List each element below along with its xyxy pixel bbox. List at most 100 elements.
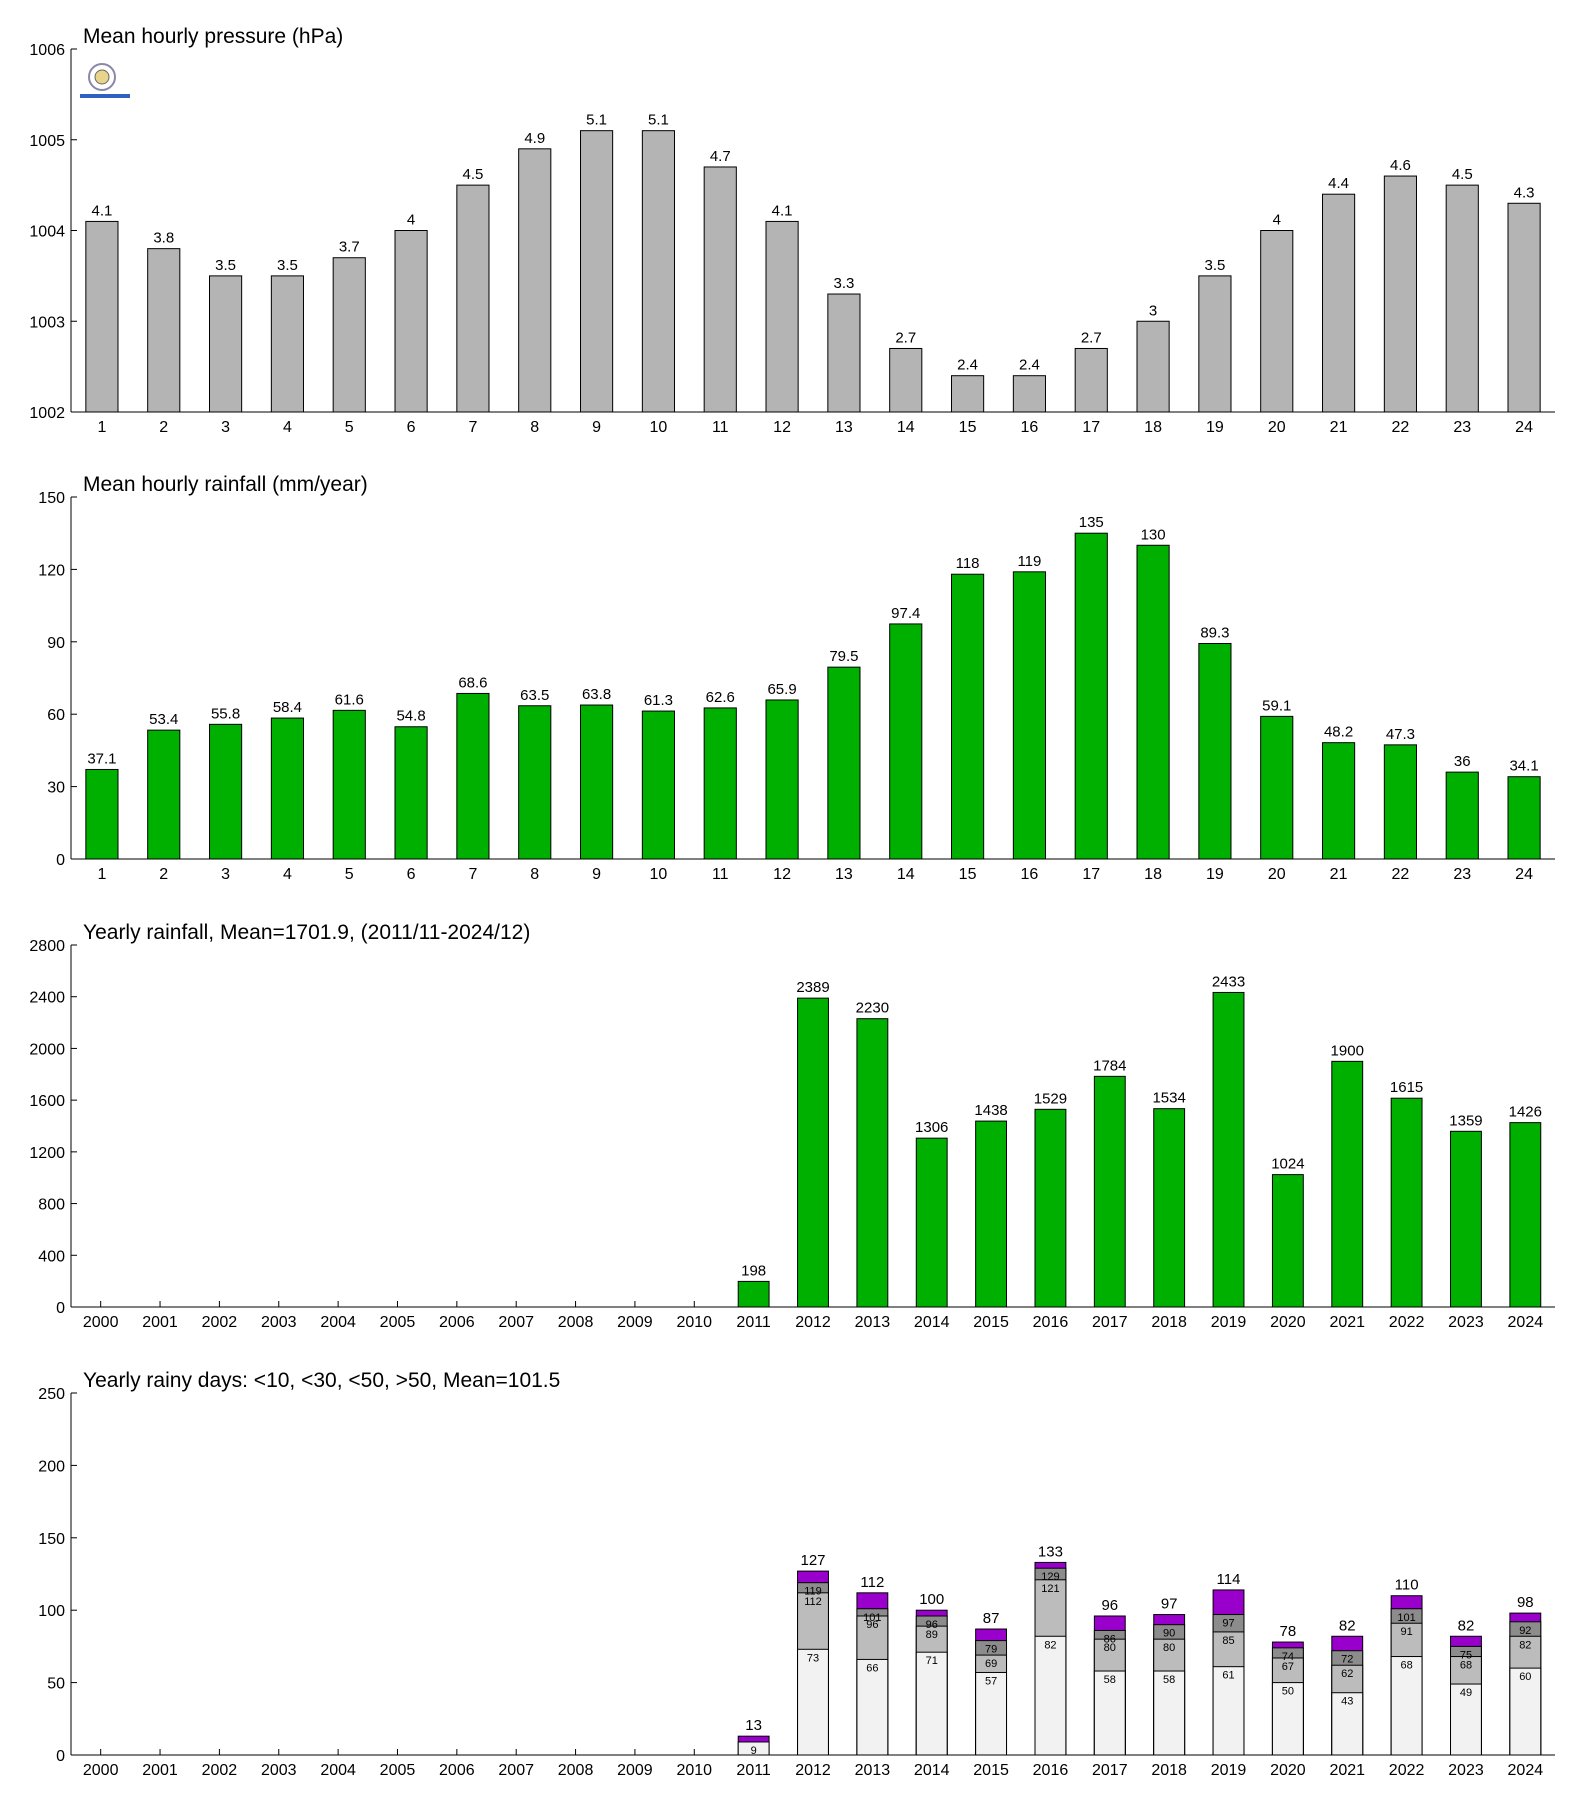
y-tick-label: 30	[47, 780, 65, 797]
bar	[1507, 202, 1541, 413]
value-label: 2.7	[895, 329, 916, 346]
x-tick-label: 20	[1268, 419, 1286, 436]
value-label: 101	[863, 1612, 881, 1624]
value-label: 37.1	[87, 750, 116, 767]
x-tick-label: 2023	[1448, 1762, 1484, 1779]
x-tick-label: 23	[1453, 419, 1471, 436]
bar	[1331, 1060, 1364, 1308]
x-tick-label: 4	[283, 419, 292, 436]
bar	[1445, 771, 1479, 860]
bar	[147, 729, 181, 860]
bar	[1322, 193, 1356, 413]
value-label: 79.5	[829, 648, 858, 665]
bar	[1153, 1670, 1186, 1756]
x-tick-label: 2005	[380, 1762, 416, 1779]
y-tick-label: 1005	[29, 133, 65, 150]
bar	[1383, 744, 1417, 860]
value-label: 3	[1149, 302, 1157, 319]
value-label: 1426	[1509, 1104, 1542, 1121]
value-label: 13	[745, 1717, 762, 1734]
value-label: 4.7	[710, 148, 731, 165]
value-label: 72	[1341, 1654, 1353, 1666]
x-tick-label: 2000	[83, 1314, 119, 1331]
bar	[456, 184, 490, 413]
bar	[1093, 1075, 1126, 1308]
x-tick-label: 2023	[1448, 1314, 1484, 1331]
x-tick-label: 6	[407, 419, 416, 436]
x-tick-label: 16	[1021, 419, 1039, 436]
bar	[915, 1137, 948, 1308]
x-tick-label: 1	[97, 419, 106, 436]
value-label: 112	[804, 1596, 822, 1608]
value-label: 61.6	[335, 691, 364, 708]
value-label: 62	[1341, 1668, 1353, 1680]
value-label: 97	[1222, 1618, 1234, 1630]
y-tick-label: 60	[47, 707, 65, 724]
bar	[147, 248, 181, 413]
value-label: 3.7	[339, 239, 360, 256]
bar	[1012, 571, 1046, 860]
x-tick-label: 2013	[855, 1314, 891, 1331]
bar	[1331, 1692, 1364, 1756]
bar	[1153, 1108, 1186, 1308]
value-label: 53.4	[149, 711, 178, 728]
value-label: 82	[1044, 1639, 1056, 1651]
value-label: 1534	[1152, 1090, 1185, 1107]
x-tick-label: 2019	[1211, 1314, 1247, 1331]
x-tick-label: 2	[159, 866, 168, 883]
y-tick-label: 800	[38, 1197, 65, 1214]
bar	[270, 275, 304, 413]
bar	[456, 692, 490, 860]
value-label: 2.4	[1019, 357, 1040, 374]
x-tick-label: 2004	[320, 1762, 356, 1779]
x-tick-label: 2018	[1151, 1762, 1187, 1779]
value-label: 118	[956, 555, 980, 572]
x-tick-label: 5	[345, 419, 354, 436]
x-tick-label: 2017	[1092, 1314, 1128, 1331]
value-label: 82	[1458, 1617, 1475, 1634]
x-tick-label: 18	[1144, 419, 1162, 436]
value-label: 61.3	[644, 692, 673, 709]
value-label: 1438	[974, 1102, 1007, 1119]
value-label: 47.3	[1386, 726, 1415, 743]
x-tick-label: 2007	[498, 1314, 534, 1331]
value-label: 63.8	[582, 686, 611, 703]
value-label: 1306	[915, 1119, 948, 1136]
x-tick-label: 2005	[380, 1314, 416, 1331]
value-label: 67	[1282, 1661, 1294, 1673]
value-label: 65.9	[767, 681, 796, 698]
x-tick-label: 2011	[736, 1314, 771, 1331]
bar	[765, 220, 799, 413]
value-label: 110	[1395, 1577, 1419, 1594]
y-tick-label: 1200	[29, 1145, 65, 1162]
x-tick-label: 14	[897, 866, 915, 883]
bar	[1450, 1130, 1482, 1308]
value-label: 4.1	[91, 202, 112, 219]
x-tick-label: 11	[712, 866, 729, 883]
value-label: 89.3	[1200, 624, 1229, 641]
bar	[518, 705, 552, 860]
x-tick-label: 2000	[83, 1762, 119, 1779]
x-tick-label: 8	[530, 866, 539, 883]
bar	[1074, 347, 1108, 413]
logo	[80, 63, 130, 98]
bar	[1012, 375, 1046, 413]
x-tick-label: 10	[650, 866, 668, 883]
value-label: 198	[741, 1262, 766, 1279]
x-tick-label: 20	[1268, 866, 1286, 883]
bar	[1034, 1635, 1067, 1756]
y-tick-label: 2000	[29, 1041, 65, 1058]
value-label: 3.8	[153, 230, 174, 247]
value-label: 4.5	[462, 166, 483, 183]
value-label: 62.6	[706, 689, 735, 706]
x-tick-label: 9	[592, 866, 601, 883]
value-label: 135	[1079, 514, 1104, 531]
bar	[737, 1280, 770, 1308]
bar	[1322, 742, 1356, 860]
x-tick-label: 2017	[1092, 1762, 1128, 1779]
bar	[889, 347, 923, 413]
value-label: 97.4	[891, 605, 920, 622]
x-tick-label: 2014	[914, 1762, 950, 1779]
value-label: 2.7	[1081, 329, 1102, 346]
